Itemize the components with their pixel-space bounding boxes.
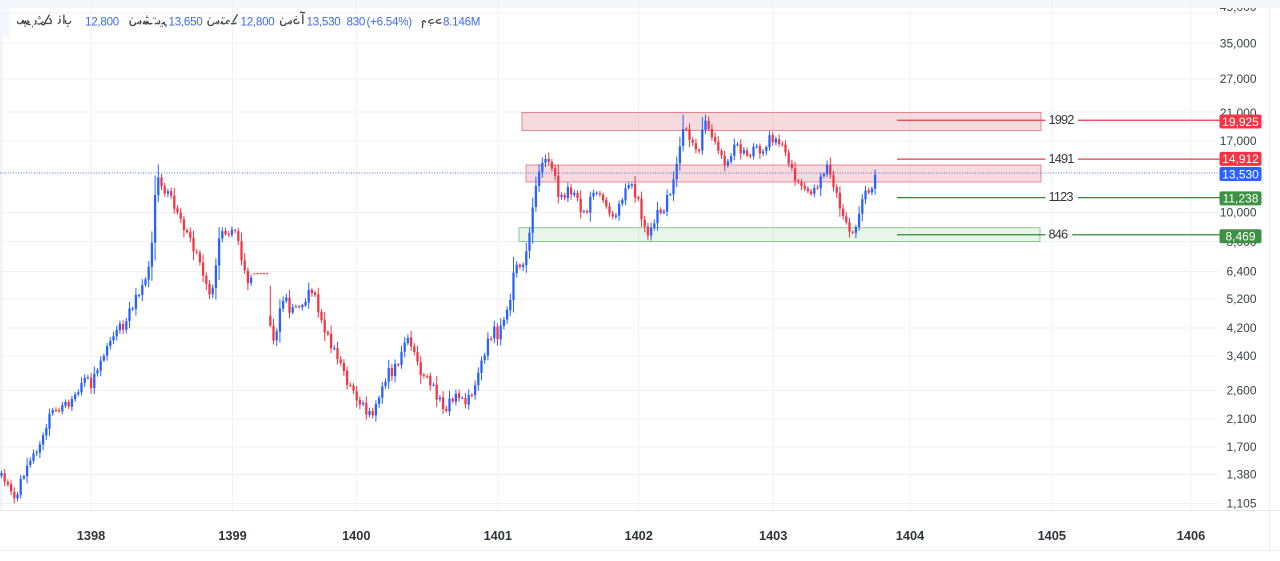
svg-text:19,925: 19,925 [1222,115,1259,129]
svg-text:1,700: 1,700 [1226,440,1256,454]
svg-text:830: 830 [347,16,366,29]
svg-text:8.146M: 8.146M [443,16,480,29]
svg-text:2,600: 2,600 [1226,384,1256,398]
svg-text:1992: 1992 [1049,112,1075,127]
svg-text:12,800: 12,800 [85,16,119,29]
svg-text:1400: 1400 [342,528,370,543]
svg-text:2,100: 2,100 [1226,412,1256,426]
svg-text:3,400: 3,400 [1226,349,1256,363]
svg-text:17,000: 17,000 [1220,134,1257,148]
svg-text:,: , [31,19,34,30]
svg-text:35,000: 35,000 [1220,37,1257,51]
svg-text:846: 846 [1049,227,1069,242]
svg-text:13,530: 13,530 [1222,167,1259,181]
svg-text:5,200: 5,200 [1226,292,1256,306]
svg-text:1,105: 1,105 [1226,497,1256,511]
svg-text:1123: 1123 [1049,189,1074,204]
svg-text:1399: 1399 [218,528,246,543]
svg-text:1,380: 1,380 [1226,468,1256,482]
svg-text:1401: 1401 [484,528,512,543]
svg-text:13,650: 13,650 [169,16,203,29]
svg-text:8,469: 8,469 [1225,230,1255,244]
svg-text:4,200: 4,200 [1226,321,1256,335]
svg-text:6,400: 6,400 [1226,265,1256,279]
svg-text:1404: 1404 [896,528,925,543]
svg-text:10,000: 10,000 [1220,206,1257,220]
svg-text:1491: 1491 [1049,151,1075,166]
svg-text:13,530: 13,530 [307,16,341,29]
svg-text:27,000: 27,000 [1220,72,1257,86]
svg-text:1405: 1405 [1038,528,1066,543]
svg-text:(+6.54%): (+6.54%) [367,16,413,29]
svg-text:1398: 1398 [77,528,105,543]
svg-text:1403: 1403 [759,528,787,543]
svg-text:12,800: 12,800 [241,16,275,29]
svg-text:1402: 1402 [624,528,652,543]
svg-text:14,912: 14,912 [1222,152,1259,166]
svg-text:11,238: 11,238 [1223,192,1259,206]
svg-text:1406: 1406 [1177,528,1205,543]
